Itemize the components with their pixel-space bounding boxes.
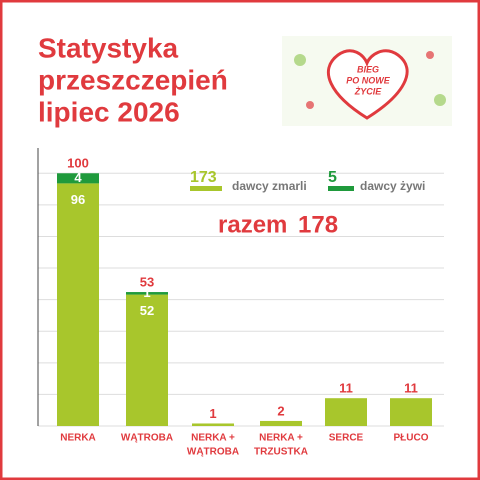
logo [282, 36, 452, 126]
x-tick-label: NERKA [60, 433, 96, 444]
logo-heart [326, 49, 409, 120]
summary-value: 178 [298, 211, 338, 238]
segment-label: 4 [74, 170, 82, 185]
segment-label: 52 [140, 303, 154, 318]
x-tick-label: WĄTROBA [121, 433, 173, 444]
x-tick-label: NERKA + [259, 433, 303, 444]
segment-label: 96 [71, 192, 85, 207]
title: Statystyka [38, 32, 179, 63]
bar-segment [126, 292, 168, 295]
bar-segment [325, 398, 367, 426]
title: lipiec 2026 [38, 96, 180, 127]
bar-segment [192, 423, 234, 426]
legend-swatch [190, 186, 222, 191]
bar-segment [57, 173, 99, 184]
segment-label: 1 [143, 285, 150, 300]
legend-total: 5 [328, 169, 337, 186]
logo-flower [306, 101, 314, 109]
legend-total: 173 [190, 169, 217, 186]
bar-segment [57, 183, 99, 426]
logo-text: BIEG [357, 64, 379, 74]
bar-segment [260, 420, 302, 426]
total-label: 1 [209, 406, 216, 421]
x-tick-label: PŁUCO [394, 433, 429, 444]
bar-segment [126, 294, 168, 426]
total-label: 11 [339, 381, 353, 396]
bar-segment [390, 398, 432, 426]
summary-label: razem [218, 211, 287, 238]
logo-flower [426, 51, 434, 59]
legend-label: dawcy żywi [360, 179, 425, 193]
total-label: 100 [67, 156, 89, 171]
x-tick-label: TRZUSTKA [254, 447, 308, 458]
logo-text: ŻYCIE [354, 86, 383, 96]
logo-leaf [434, 94, 446, 106]
x-tick-label: SERCE [329, 433, 364, 444]
title: przeszczepień [38, 64, 228, 95]
total-label: 11 [404, 381, 418, 396]
logo-text: PO NOWE [346, 75, 390, 85]
logo-leaf [294, 54, 306, 66]
legend-swatch [328, 186, 354, 191]
total-label: 2 [277, 403, 284, 418]
x-tick-label: NERKA + [191, 433, 235, 444]
total-label: 53 [140, 274, 154, 289]
x-tick-label: WĄTROBA [187, 447, 239, 458]
legend-label: dawcy zmarli [232, 179, 307, 193]
